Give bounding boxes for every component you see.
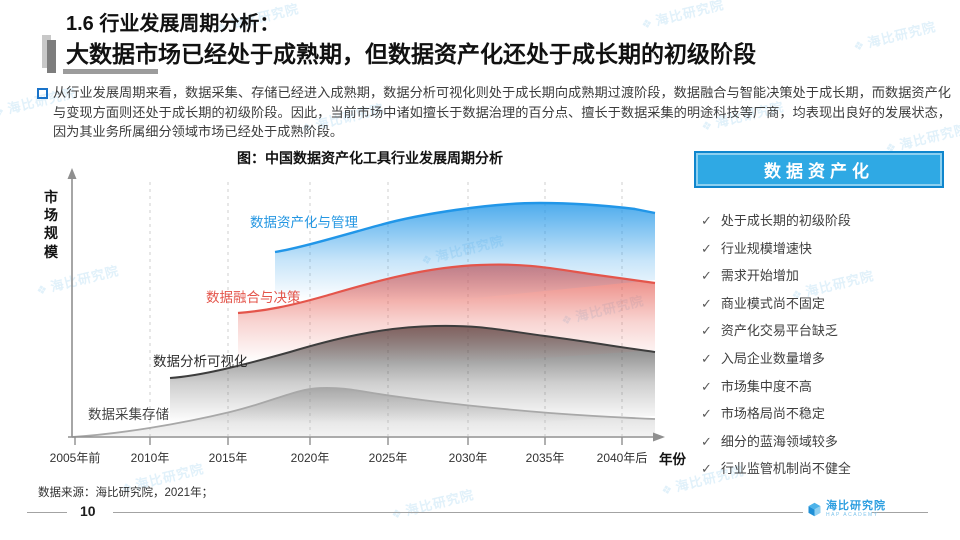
check-icon: ✓ (701, 433, 712, 449)
check-icon: ✓ (701, 406, 712, 422)
page-title: 大数据市场已经处于成熟期，但数据资产化还处于成长期的初级阶段 (66, 41, 756, 67)
assetization-checklist: ✓ 处于成长期的初级阶段 ✓ 行业规模增速快 ✓ 需求开始增加 ✓ 商业模式尚不固定 ✓… (701, 213, 953, 489)
page-number: 10 (80, 503, 96, 519)
title-underline (63, 69, 158, 74)
x-tick-2005: 2005年前 (49, 451, 101, 465)
chart-title: 图：中国数据资产化工具行业发展周期分析 (237, 150, 503, 166)
watermark: ❖海比研究院 (851, 18, 938, 55)
x-tick-2040: 2040年后 (596, 451, 648, 465)
series-label-data-collection: 数据采集存储 (88, 407, 169, 422)
axes (68, 178, 654, 438)
check-icon: ✓ (701, 268, 712, 284)
logo-subtext: HAP ACADEMY (826, 512, 879, 519)
section-kicker: 1.6 行业发展周期分析： (66, 13, 280, 35)
list-item: ✓ 细分的蓝海领域较多 (701, 433, 838, 449)
footer-divider (113, 512, 803, 513)
cube-logo-icon (808, 502, 821, 516)
square-bullet-icon (37, 88, 48, 99)
x-tick-2020: 2020年 (290, 451, 330, 465)
check-icon: ✓ (701, 213, 712, 228)
list-item: ✓ 商业模式尚不固定 (701, 295, 825, 311)
check-icon: ✓ (701, 240, 712, 256)
list-item: ✓ 市场格局尚不稳定 (701, 406, 825, 422)
curve-data-fusion (237, 263, 656, 315)
watermark: ❖海比研究院 (389, 486, 476, 523)
series-label-data-analytics: 数据分析可视化 (153, 354, 248, 369)
x-axis-label: 年份 (659, 452, 686, 467)
title-decoration-bar-dark (47, 40, 56, 73)
cube-icon: ❖ (851, 37, 867, 55)
curve-data-analytics (169, 324, 656, 379)
list-item: ✓ 行业规模增速快 (701, 240, 812, 256)
panel-header-data-assetization: 数据资产化 (694, 151, 944, 188)
list-item: ✓ 入局企业数量增多 (701, 350, 825, 366)
x-tick-2025: 2025年 (368, 451, 408, 465)
axis-ticks (74, 437, 623, 445)
intro-paragraph: 从行业发展周期来看，数据采集、存储已经进入成熟期，数据分析可视化则处于成长期向成… (53, 85, 951, 140)
list-item: ✓ 市场集中度不高 (701, 378, 812, 394)
footer-divider (872, 512, 928, 513)
x-tick-2010: 2010年 (130, 451, 170, 465)
panel-header-label: 数据资产化 (764, 162, 874, 181)
footer-divider (27, 512, 67, 513)
x-tick-2030: 2030年 (448, 451, 488, 465)
x-tick-2015: 2015年 (208, 451, 248, 465)
list-item: ✓ 资产化交易平台缺乏 (701, 323, 838, 339)
cube-icon: ❖ (389, 505, 405, 523)
series-label-data-fusion: 数据融合与决策 (206, 290, 301, 305)
lifecycle-chart (67, 168, 665, 445)
logo-text: 海比研究院 (826, 500, 886, 512)
data-source-note: 数据来源：海比研究院，2021年； (38, 487, 214, 499)
haibi-logo: 海比研究院 HAP ACADEMY (807, 500, 886, 518)
y-axis-arrow-icon (67, 168, 77, 179)
curve-data-collection (71, 386, 656, 438)
y-axis-label: 市场规模 (44, 189, 58, 260)
watermark: ❖海比研究院 (639, 0, 726, 33)
title-decoration-bar-light (42, 35, 51, 68)
check-icon: ✓ (701, 461, 712, 477)
series-label-data-assetization: 数据资产化与管理 (250, 215, 358, 230)
curve-data-assetization (274, 201, 656, 254)
list-item: ✓ 处于成长期的初级阶段 (701, 213, 851, 228)
x-axis-arrow-icon (653, 432, 665, 442)
list-item: ✓ 行业监管机制尚不健全 (701, 461, 851, 477)
check-icon: ✓ (701, 295, 712, 311)
cube-icon: ❖ (0, 103, 7, 121)
x-tick-2035: 2035年 (525, 451, 565, 465)
check-icon: ✓ (701, 323, 712, 339)
list-item: ✓ 需求开始增加 (701, 268, 799, 284)
cube-icon: ❖ (639, 15, 655, 33)
check-icon: ✓ (701, 378, 712, 394)
area-data-assetization (275, 203, 655, 318)
cube-icon: ❖ (659, 481, 675, 499)
check-icon: ✓ (701, 350, 712, 366)
